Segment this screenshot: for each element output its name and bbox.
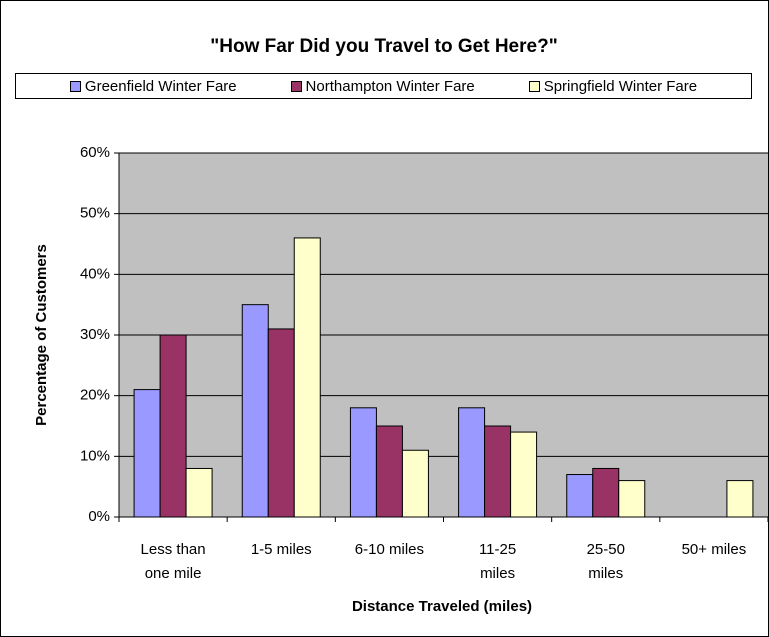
bar (726, 480, 754, 518)
x-tick-label: 25-50 miles (586, 541, 625, 582)
bar (401, 449, 429, 518)
y-tick-label: 30% (80, 326, 110, 343)
y-tick-label: 50% (80, 205, 110, 222)
x-tick-label: 6-10 miles (354, 541, 424, 558)
bar (375, 425, 403, 518)
y-tick-label: 0% (88, 508, 110, 525)
legend-label: Greenfield Winter Fare (84, 77, 237, 95)
bar (484, 425, 512, 518)
x-tick-label: 50+ miles (681, 541, 747, 558)
bar (159, 334, 187, 518)
x-tick-label: 11-25 miles (478, 541, 517, 582)
bar (592, 467, 620, 518)
legend-swatch (69, 80, 81, 92)
x-tick-label: 1-5 miles (250, 541, 312, 558)
bar (133, 389, 161, 518)
bar (349, 407, 377, 518)
bar (566, 474, 594, 518)
bar (458, 407, 486, 518)
x-tick-label: Less than one mile (140, 541, 206, 582)
x-axis-label: Distance Traveled (miles) (352, 598, 532, 615)
bar (618, 480, 646, 518)
y-axis-label: Percentage of Customers (33, 244, 50, 426)
legend-label: Northampton Winter Fare (305, 77, 475, 95)
legend-label: Springfield Winter Fare (543, 77, 698, 95)
chart-title: "How Far Did you Travel to Get Here?" (210, 36, 557, 57)
legend-item: Greenfield Winter Fare (69, 77, 237, 95)
y-tick-label: 40% (80, 265, 110, 282)
legend-swatch (290, 80, 302, 92)
legend: Greenfield Winter Fare Northampton Winter… (15, 73, 752, 99)
bar (241, 304, 269, 518)
bar (293, 237, 321, 518)
y-tick-label: 60% (80, 144, 110, 161)
y-tick-label: 20% (80, 387, 110, 404)
legend-item: Springfield Winter Fare (528, 77, 698, 95)
bar (510, 431, 538, 518)
bar (267, 328, 295, 518)
legend-swatch (528, 80, 540, 92)
bar (185, 467, 213, 518)
y-tick-label: 10% (80, 447, 110, 464)
legend-item: Northampton Winter Fare (290, 77, 475, 95)
